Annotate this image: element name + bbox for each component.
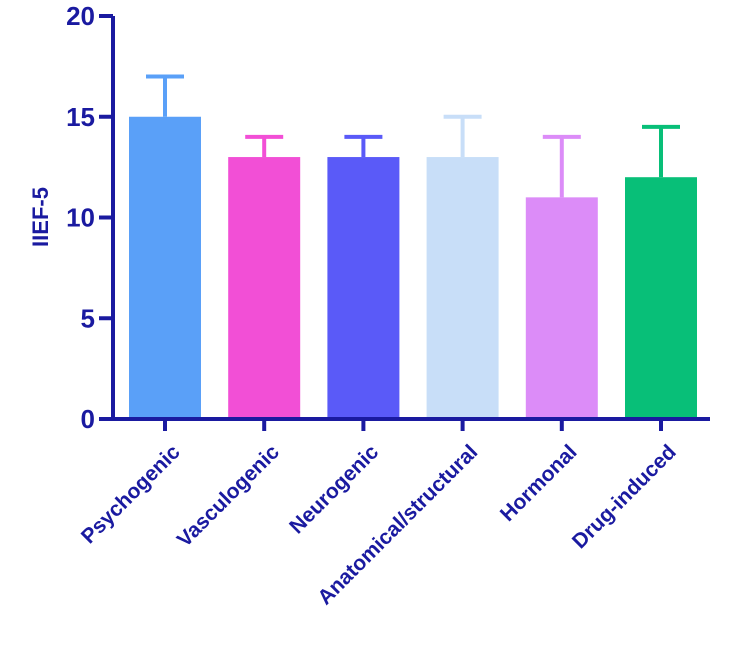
x-tick-label-neurogenic: Neurogenic — [285, 440, 383, 538]
bars-group — [129, 116, 697, 420]
x-tick-label-hormonal: Hormonal — [496, 440, 582, 526]
error-bars-group — [146, 74, 680, 198]
bar-hormonal — [525, 197, 598, 419]
y-tick-label-10: 10 — [66, 203, 95, 233]
bar-psychogenic — [129, 116, 201, 419]
y-tick-label-20: 20 — [66, 1, 95, 31]
y-tick-label-5: 5 — [81, 303, 95, 333]
x-tick-label-vasculogenic: Vasculogenic — [173, 440, 284, 551]
y-tick-label-15: 15 — [66, 102, 95, 132]
bar-neurogenic — [327, 157, 400, 420]
x-tick-label-anatomical-structural: Anatomical/structural — [313, 440, 482, 609]
bar-anatomical-structural — [426, 157, 499, 420]
x-tick-label-psychogenic: Psychogenic — [77, 440, 185, 548]
y-tick-label-0: 0 — [81, 404, 95, 434]
x-tick-label-drug-induced: Drug-induced — [568, 440, 681, 553]
y-axis-title: IIEF-5 — [28, 187, 53, 247]
bar-drug-induced — [625, 177, 697, 419]
bar-vasculogenic — [228, 157, 301, 420]
y-ticks-group: 0 5 10 15 20 — [66, 1, 113, 434]
